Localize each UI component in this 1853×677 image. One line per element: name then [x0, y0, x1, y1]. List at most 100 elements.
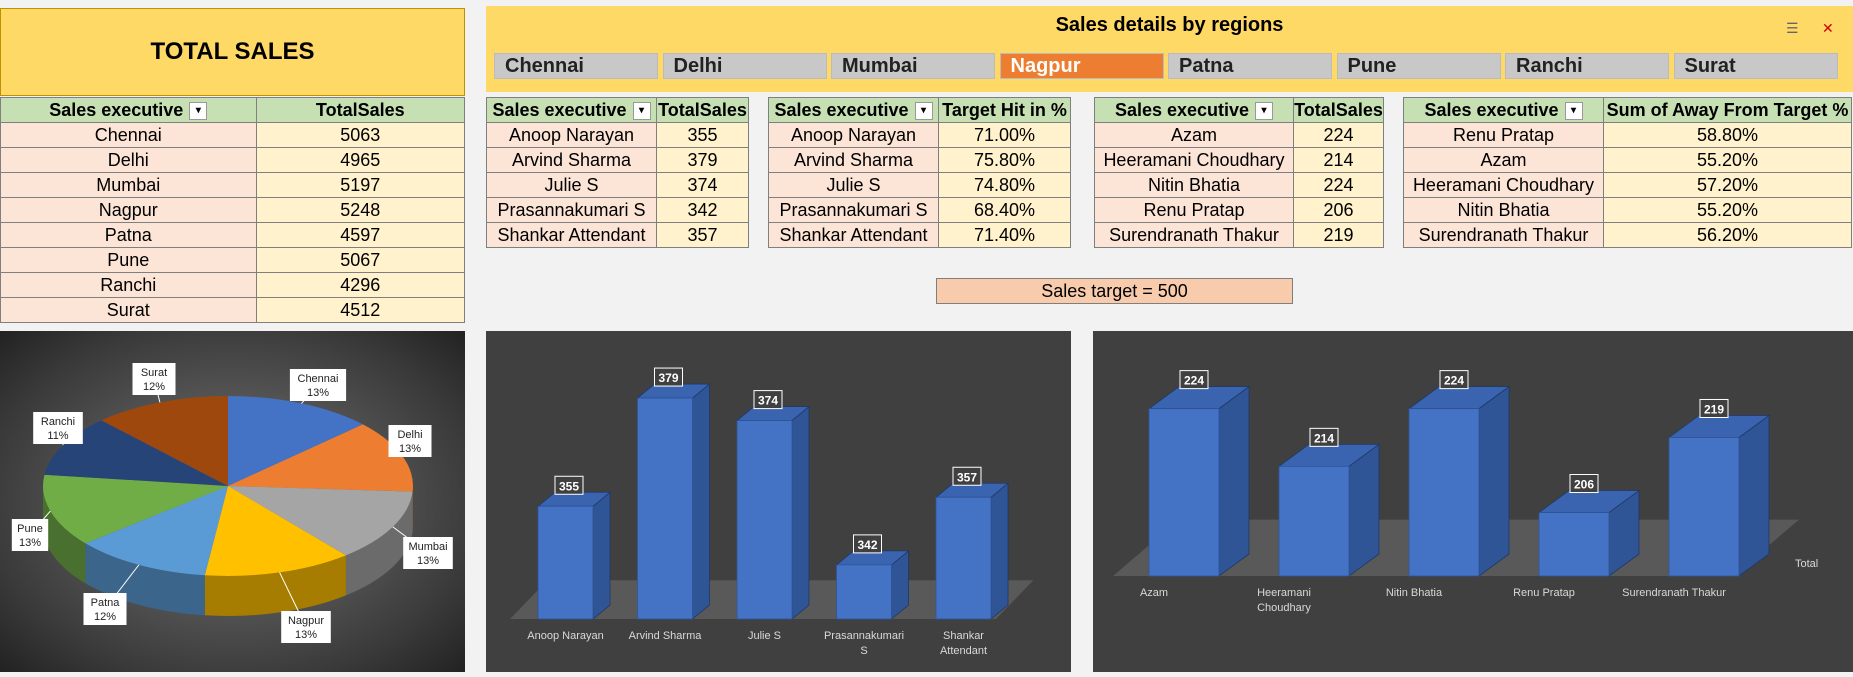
region-slicer-title: Sales details by regions [486, 14, 1853, 37]
svg-text:355: 355 [559, 479, 579, 493]
away-cell-value: 55.20% [1604, 198, 1852, 223]
svg-text:13%: 13% [417, 555, 439, 567]
total-sales-cell-value: 5197 [256, 173, 464, 198]
svg-text:214: 214 [1314, 431, 1334, 445]
bar-shankar-attendant[interactable] [936, 483, 1008, 619]
slicer-button-chennai[interactable]: Chennai [494, 53, 658, 79]
pie-label-surat: Surat 12% [133, 363, 176, 402]
filter-applied-icon[interactable]: ▾ [915, 102, 933, 120]
slicer-button-pune[interactable]: Pune [1337, 53, 1501, 79]
exec-totalsales-2-cell-value: 224 [1294, 123, 1384, 148]
total-sales-header-executive: Sales executive▾ [1, 98, 257, 123]
away-cell-executive: Surendranath Thakur [1404, 223, 1604, 248]
bar-anoop-narayan[interactable] [538, 492, 610, 619]
total-sales-title: TOTAL SALES [150, 38, 314, 66]
bar-heeramani-choudhary[interactable] [1279, 444, 1379, 576]
svg-text:Nitin Bhatia: Nitin Bhatia [1386, 587, 1443, 599]
exec-totalsales-table: Sales executive▾ TotalSales Anoop Naraya… [486, 97, 749, 248]
svg-text:Attendant: Attendant [940, 645, 987, 657]
svg-text:Heeramani: Heeramani [1257, 587, 1311, 599]
slicer-button-patna[interactable]: Patna [1168, 53, 1332, 79]
exec-totalsales-2-cell-executive: Heeramani Choudhary [1095, 148, 1294, 173]
slicer-button-delhi[interactable]: Delhi [663, 53, 827, 79]
bar-arvind-sharma[interactable] [638, 384, 710, 619]
filter-dropdown-icon[interactable]: ▾ [1565, 102, 1583, 120]
total-sales-cell-value: 4512 [256, 298, 464, 323]
data-label: 206 [1570, 475, 1598, 493]
region-pie-chart: Chennai13%Delhi13%Mumbai13%Nagpur13%Patn… [0, 331, 465, 672]
away-cell-value: 56.20% [1604, 223, 1852, 248]
total-sales-header-total: TotalSales [256, 98, 464, 123]
target-hit-cell-executive: Shankar Attendant [769, 223, 939, 248]
slicer-button-nagpur[interactable]: Nagpur [1000, 53, 1164, 79]
svg-text:Prasannakumari: Prasannakumari [824, 630, 904, 642]
slicer-button-mumbai[interactable]: Mumbai [831, 53, 995, 79]
legend-total: Total [1795, 558, 1818, 570]
svg-text:S: S [860, 645, 867, 657]
exec-totalsales-header-executive: Sales executive▾ [487, 98, 657, 123]
exec-totalsales-2-cell-value: 214 [1294, 148, 1384, 173]
clear-filter-icon[interactable]: ✕ [1822, 20, 1834, 37]
total-sales-cell-value: 5248 [256, 198, 464, 223]
total-sales-cell-executive: Mumbai [1, 173, 257, 198]
data-label: 379 [655, 368, 683, 386]
away-header-percent: Sum of Away From Target % [1604, 98, 1852, 123]
exec-totalsales-2-cell-executive: Surendranath Thakur [1095, 223, 1294, 248]
filter-applied-icon[interactable]: ▾ [1255, 102, 1273, 120]
exec-totalsales-cell-executive: Arvind Sharma [487, 148, 657, 173]
bar-julie-s[interactable] [737, 407, 809, 619]
svg-text:357: 357 [957, 470, 977, 484]
svg-text:13%: 13% [307, 387, 329, 399]
exec-totalsales-2-cell-executive: Azam [1095, 123, 1294, 148]
pie-label-chennai: Chennai 13% [290, 369, 346, 403]
svg-text:Choudhary: Choudhary [1257, 602, 1311, 614]
away-cell-value: 55.20% [1604, 148, 1852, 173]
slicer-button-ranchi[interactable]: Ranchi [1505, 53, 1669, 79]
data-label: 224 [1180, 371, 1208, 389]
svg-text:Chennai: Chennai [298, 373, 339, 385]
slicer-button-surat[interactable]: Surat [1674, 53, 1838, 79]
data-label: 214 [1310, 428, 1338, 446]
svg-text:206: 206 [1574, 478, 1594, 492]
data-label: 219 [1700, 399, 1728, 417]
filter-dropdown-icon[interactable]: ▾ [189, 102, 207, 120]
svg-text:Surat: Surat [141, 367, 167, 379]
bar-nitin-bhatia[interactable] [1409, 387, 1509, 576]
away-from-target-table: Sales executive▾ Sum of Away From Target… [1403, 97, 1852, 248]
filter-applied-icon[interactable]: ▾ [633, 102, 651, 120]
data-label: 357 [953, 467, 981, 485]
category-label: Julie S [748, 630, 781, 642]
svg-text:12%: 12% [143, 381, 165, 393]
exec-totalsales-2-header-total: TotalSales [1294, 98, 1384, 123]
exec-totalsales-2-cell-executive: Nitin Bhatia [1095, 173, 1294, 198]
category-label: Anoop Narayan [527, 630, 603, 642]
bar-renu-pratap[interactable] [1539, 491, 1639, 576]
bar-surendranath-thakur[interactable] [1669, 415, 1769, 576]
total-sales-cell-executive: Surat [1, 298, 257, 323]
svg-text:12%: 12% [94, 611, 116, 623]
bar-azam[interactable] [1149, 387, 1249, 576]
svg-text:13%: 13% [399, 443, 421, 455]
exec-totalsales-2-header-executive: Sales executive▾ [1095, 98, 1294, 123]
data-label: 355 [555, 476, 583, 494]
exec-totalsales-cell-value: 357 [657, 223, 749, 248]
exec-totalsales-cell-value: 355 [657, 123, 749, 148]
away-cell-value: 57.20% [1604, 173, 1852, 198]
exec-target-hit-table: Sales executive▾ Target Hit in % Anoop N… [768, 97, 1071, 248]
bar-prasannakumari-s[interactable] [837, 551, 909, 619]
multi-select-icon[interactable]: ☰ [1786, 20, 1799, 37]
